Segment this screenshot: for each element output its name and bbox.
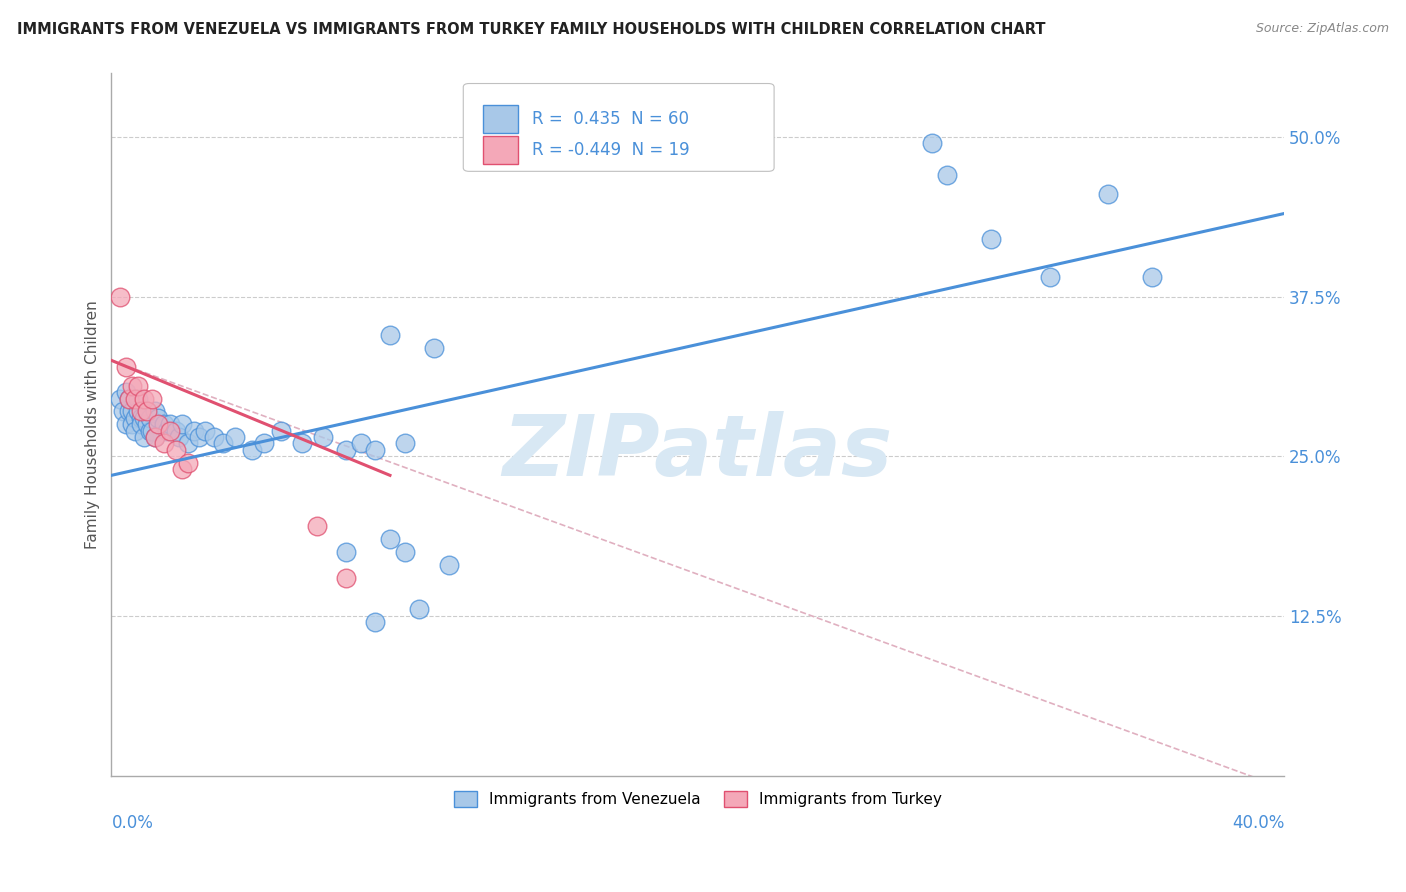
Point [1097,187,1119,202]
Point [132,430,155,444]
Point [132,392,155,406]
Point [127,404,149,418]
Point [156,424,179,438]
Point [118,392,141,406]
FancyBboxPatch shape [484,136,519,164]
Point [127,392,149,406]
Point [350,436,373,450]
Point [270,424,292,438]
Point [194,424,217,438]
Point [423,341,446,355]
Point [311,430,333,444]
Point [170,417,193,432]
Point [124,410,146,425]
Point [335,545,357,559]
Point [127,379,149,393]
FancyBboxPatch shape [484,105,519,134]
Point [167,430,190,444]
Text: R = -0.449  N = 19: R = -0.449 N = 19 [533,141,690,159]
Point [135,417,157,432]
Text: R =  0.435  N = 60: R = 0.435 N = 60 [533,111,689,128]
Point [176,456,198,470]
Point [138,410,160,425]
Point [135,404,157,418]
Text: 40.0%: 40.0% [1232,814,1284,832]
Point [145,430,167,444]
Point [124,424,146,438]
Point [129,404,152,418]
Point [224,430,246,444]
Point [115,417,138,432]
Point [115,385,138,400]
Point [153,436,176,450]
Point [108,289,131,303]
Point [148,417,170,432]
Point [980,232,1002,246]
Point [121,404,143,418]
Point [112,404,135,418]
Point [364,615,387,630]
Point [132,410,155,425]
Point [378,327,401,342]
Point [145,430,167,444]
Point [135,404,157,418]
Point [936,168,959,182]
Point [202,430,225,444]
Legend: Immigrants from Venezuela, Immigrants from Turkey: Immigrants from Venezuela, Immigrants fr… [449,785,948,814]
Point [121,417,143,432]
Point [170,462,193,476]
Point [118,404,141,418]
Point [240,442,263,457]
Point [394,545,416,559]
Point [145,404,167,418]
Text: IMMIGRANTS FROM VENEZUELA VS IMMIGRANTS FROM TURKEY FAMILY HOUSEHOLDS WITH CHILD: IMMIGRANTS FROM VENEZUELA VS IMMIGRANTS … [17,22,1046,37]
Point [378,532,401,546]
Point [165,442,187,457]
Point [129,410,152,425]
Point [108,392,131,406]
Point [921,136,943,151]
Point [159,424,181,438]
Point [305,519,328,533]
Point [335,570,357,584]
Point [335,442,357,457]
Point [129,417,152,432]
Point [394,436,416,450]
Point [148,410,170,425]
Point [121,379,143,393]
Point [118,392,141,406]
Point [141,392,163,406]
FancyBboxPatch shape [464,84,775,171]
Point [159,417,181,432]
Point [364,442,387,457]
Point [437,558,460,572]
Point [141,424,163,438]
Point [211,436,233,450]
Point [291,436,314,450]
Point [124,392,146,406]
Point [188,430,211,444]
Text: Source: ZipAtlas.com: Source: ZipAtlas.com [1256,22,1389,36]
Point [153,417,176,432]
Point [176,436,198,450]
Y-axis label: Family Households with Children: Family Households with Children [86,300,100,549]
Point [253,436,276,450]
Point [408,602,430,616]
Text: 0.0%: 0.0% [111,814,153,832]
Point [1039,270,1062,285]
Point [138,424,160,438]
Point [183,424,205,438]
Point [115,359,138,374]
Point [1142,270,1164,285]
Point [165,424,187,438]
Text: ZIPatlas: ZIPatlas [503,411,893,494]
